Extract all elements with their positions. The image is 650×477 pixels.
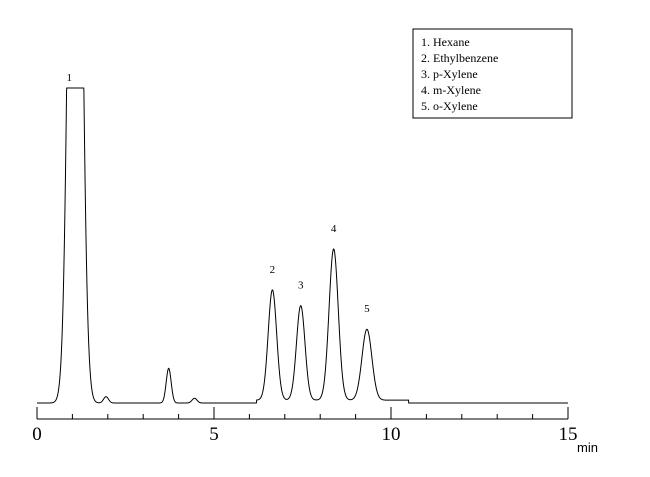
- chromatogram-trace: [37, 87, 568, 404]
- x-tick-label: 15: [559, 424, 578, 445]
- peak-label: 5: [364, 303, 370, 315]
- x-axis-unit: min: [577, 440, 598, 455]
- legend-box: [412, 28, 573, 119]
- legend-item: 5. o-Xylene: [421, 99, 478, 113]
- peak-label: 2: [270, 264, 276, 276]
- peak-labels: 1 2 3 4 5: [66, 72, 370, 315]
- trace-layer: [37, 87, 568, 404]
- legend-item: 3. p-Xylene: [421, 67, 478, 81]
- x-tick-label: 5: [209, 424, 219, 445]
- legend-item: 2. Ethylbenzene: [421, 51, 498, 65]
- peak-label: 1: [66, 72, 72, 84]
- x-tick-label: 10: [382, 424, 401, 445]
- peak-label: 4: [331, 223, 337, 235]
- peak-label: 3: [298, 280, 304, 292]
- legend-item: 4. m-Xylene: [421, 83, 481, 97]
- x-axis: 0 5 10 15: [32, 407, 578, 445]
- x-tick-label: 0: [32, 424, 42, 445]
- legend: 1. Hexane 2. Ethylbenzene 3. p-Xylene 4.…: [412, 28, 573, 119]
- legend-item: 1. Hexane: [421, 35, 470, 49]
